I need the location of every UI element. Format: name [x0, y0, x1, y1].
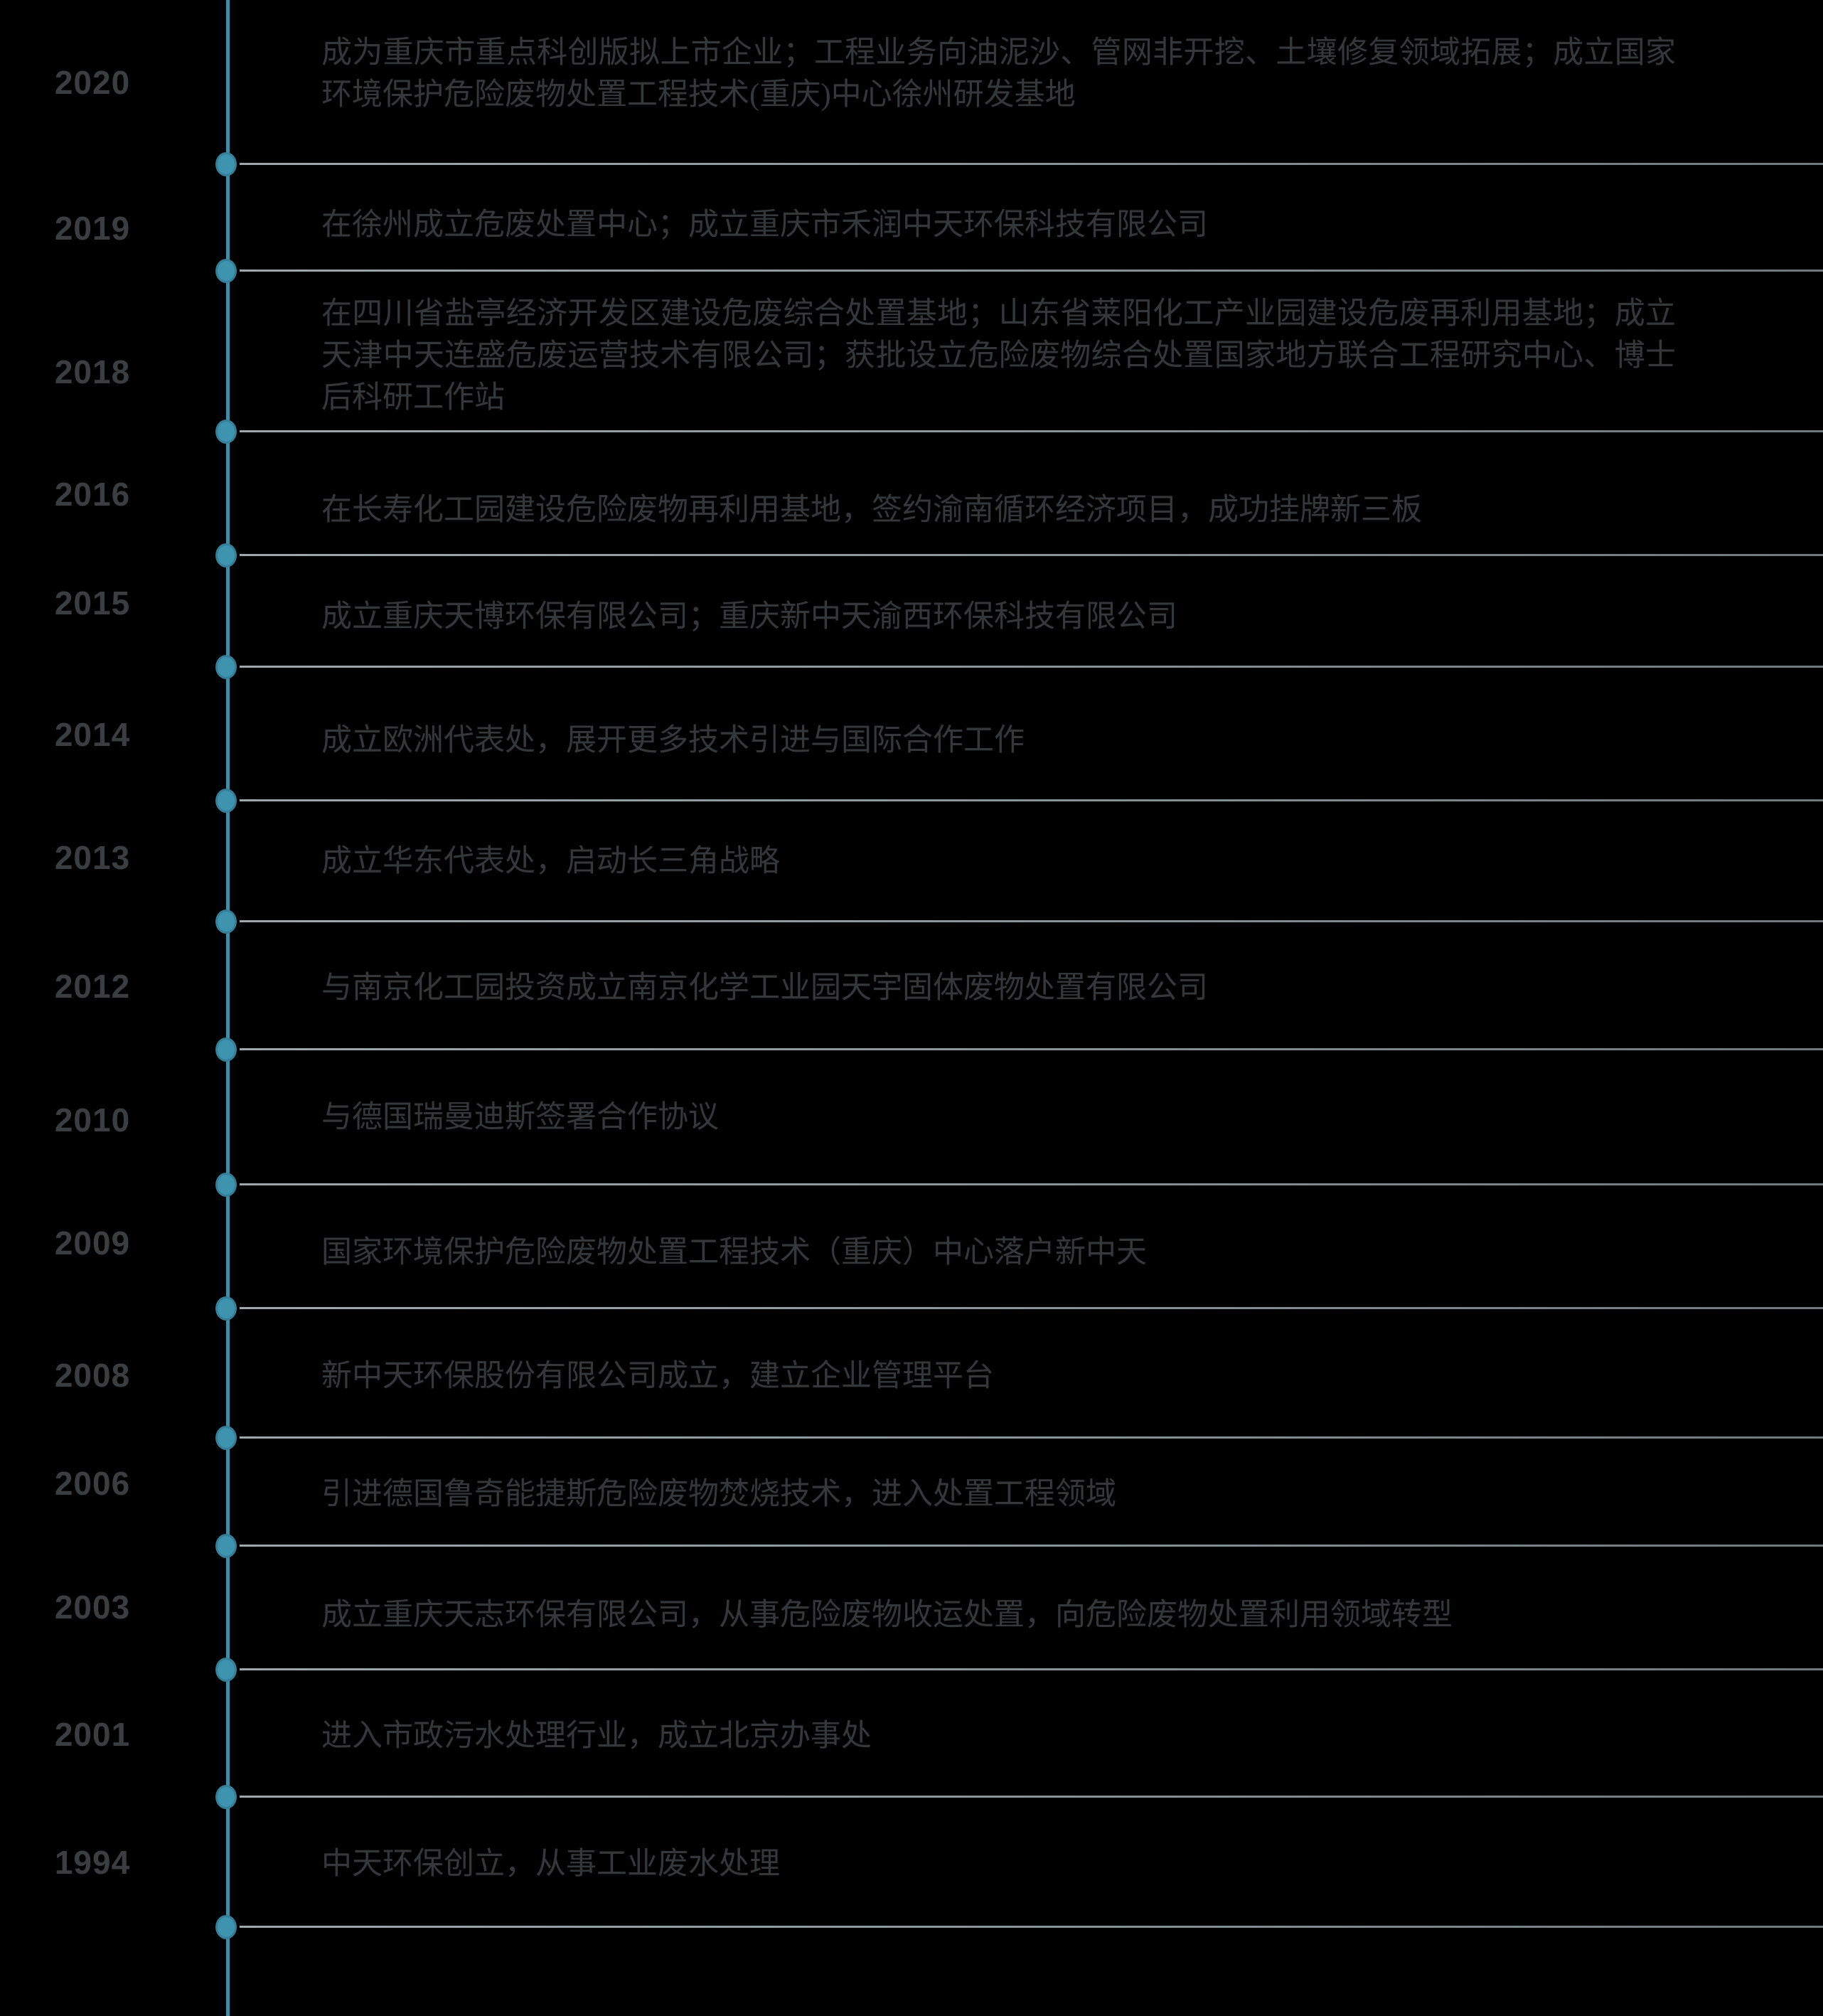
- event-connector-line: [240, 1183, 1823, 1185]
- timeline-dot-icon: [215, 1534, 237, 1558]
- event-connector-line: [240, 430, 1823, 432]
- event-connector-line: [240, 1048, 1823, 1050]
- timeline-dot-icon: [215, 910, 237, 934]
- event-connector-line: [240, 163, 1823, 165]
- event-description: 成立重庆天志环保有限公司，从事危险废物收运处置，向危险废物处置利用领域转型: [321, 1599, 1453, 1632]
- year-label: 2019: [54, 210, 131, 247]
- event-description: 新中天环保股份有限公司成立，建立企业管理平台: [321, 1360, 994, 1393]
- event-description: 与德国瑞曼迪斯签署合作协议: [321, 1101, 719, 1134]
- year-label: 2016: [54, 476, 131, 513]
- event-connector-line: [240, 920, 1823, 922]
- year-label: 2003: [54, 1589, 131, 1626]
- year-label: 2012: [54, 968, 131, 1005]
- timeline-dot-icon: [215, 655, 237, 679]
- year-label: 2015: [54, 585, 131, 622]
- timeline-dot-icon: [215, 1296, 237, 1321]
- event-connector-line: [240, 1545, 1823, 1547]
- event-connector-line: [240, 799, 1823, 801]
- event-description: 进入市政污水处理行业，成立北京办事处: [321, 1719, 872, 1753]
- year-label: 2008: [54, 1357, 131, 1394]
- timeline-dot-icon: [215, 1658, 237, 1682]
- event-connector-line: [240, 666, 1823, 668]
- event-description: 中天环保创立，从事工业废水处理: [321, 1847, 780, 1881]
- event-connector-line: [240, 1307, 1823, 1309]
- timeline-dot-icon: [215, 259, 237, 283]
- event-connector-line: [240, 554, 1823, 556]
- event-description: 引进德国鲁奇能捷斯危险废物焚烧技术，进入处置工程领域: [321, 1478, 1116, 1511]
- year-label: 2020: [54, 64, 131, 101]
- year-label: 2001: [54, 1716, 131, 1753]
- event-description: 在长寿化工园建设危险废物再利用基地，签约渝南循环经济项目，成功挂牌新三板: [321, 494, 1422, 527]
- timeline-dot-icon: [215, 1426, 237, 1450]
- year-label: 2014: [54, 716, 131, 753]
- year-label: 2006: [54, 1465, 131, 1502]
- event-description: 国家环境保护危险废物处置工程技术（重庆）中心落户新中天: [321, 1236, 1147, 1269]
- year-label: 2013: [54, 839, 131, 876]
- event-description: 成立欧洲代表处，展开更多技术引进与国际合作工作: [321, 724, 1025, 757]
- timeline-dot-icon: [215, 152, 237, 176]
- event-connector-line: [240, 1926, 1823, 1928]
- event-connector-line: [240, 270, 1823, 272]
- event-description: 在徐州成立危废处置中心；成立重庆市禾润中天环保科技有限公司: [321, 208, 1208, 242]
- timeline-dot-icon: [215, 1785, 237, 1809]
- event-connector-line: [240, 1668, 1823, 1670]
- event-connector-line: [240, 1436, 1823, 1439]
- event-description: 在四川省盐亭经济开发区建设危废综合处置基地；山东省莱阳化工产业园建设危废再利用基…: [321, 297, 1676, 415]
- event-connector-line: [240, 1796, 1823, 1798]
- year-label: 2010: [54, 1102, 131, 1138]
- event-description: 成为重庆市重点科创版拟上市企业；工程业务向油泥沙、管网非开挖、土壤修复领域拓展；…: [321, 36, 1676, 112]
- timeline-dot-icon: [215, 1173, 237, 1197]
- year-label: 2018: [54, 353, 131, 390]
- timeline-axis: [226, 0, 230, 2016]
- event-description: 成立重庆天博环保有限公司；重庆新中天渝西环保科技有限公司: [321, 600, 1177, 634]
- event-description: 成立华东代表处，启动长三角战略: [321, 845, 780, 878]
- timeline-dot-icon: [215, 1915, 237, 1939]
- timeline-dot-icon: [215, 789, 237, 813]
- timeline-dot-icon: [215, 1038, 237, 1062]
- timeline-dot-icon: [215, 420, 237, 444]
- year-label: 1994: [54, 1844, 131, 1881]
- year-label: 2009: [54, 1225, 131, 1262]
- event-description: 与南京化工园投资成立南京化学工业园天宇固体废物处置有限公司: [321, 971, 1208, 1005]
- timeline-dot-icon: [215, 543, 237, 567]
